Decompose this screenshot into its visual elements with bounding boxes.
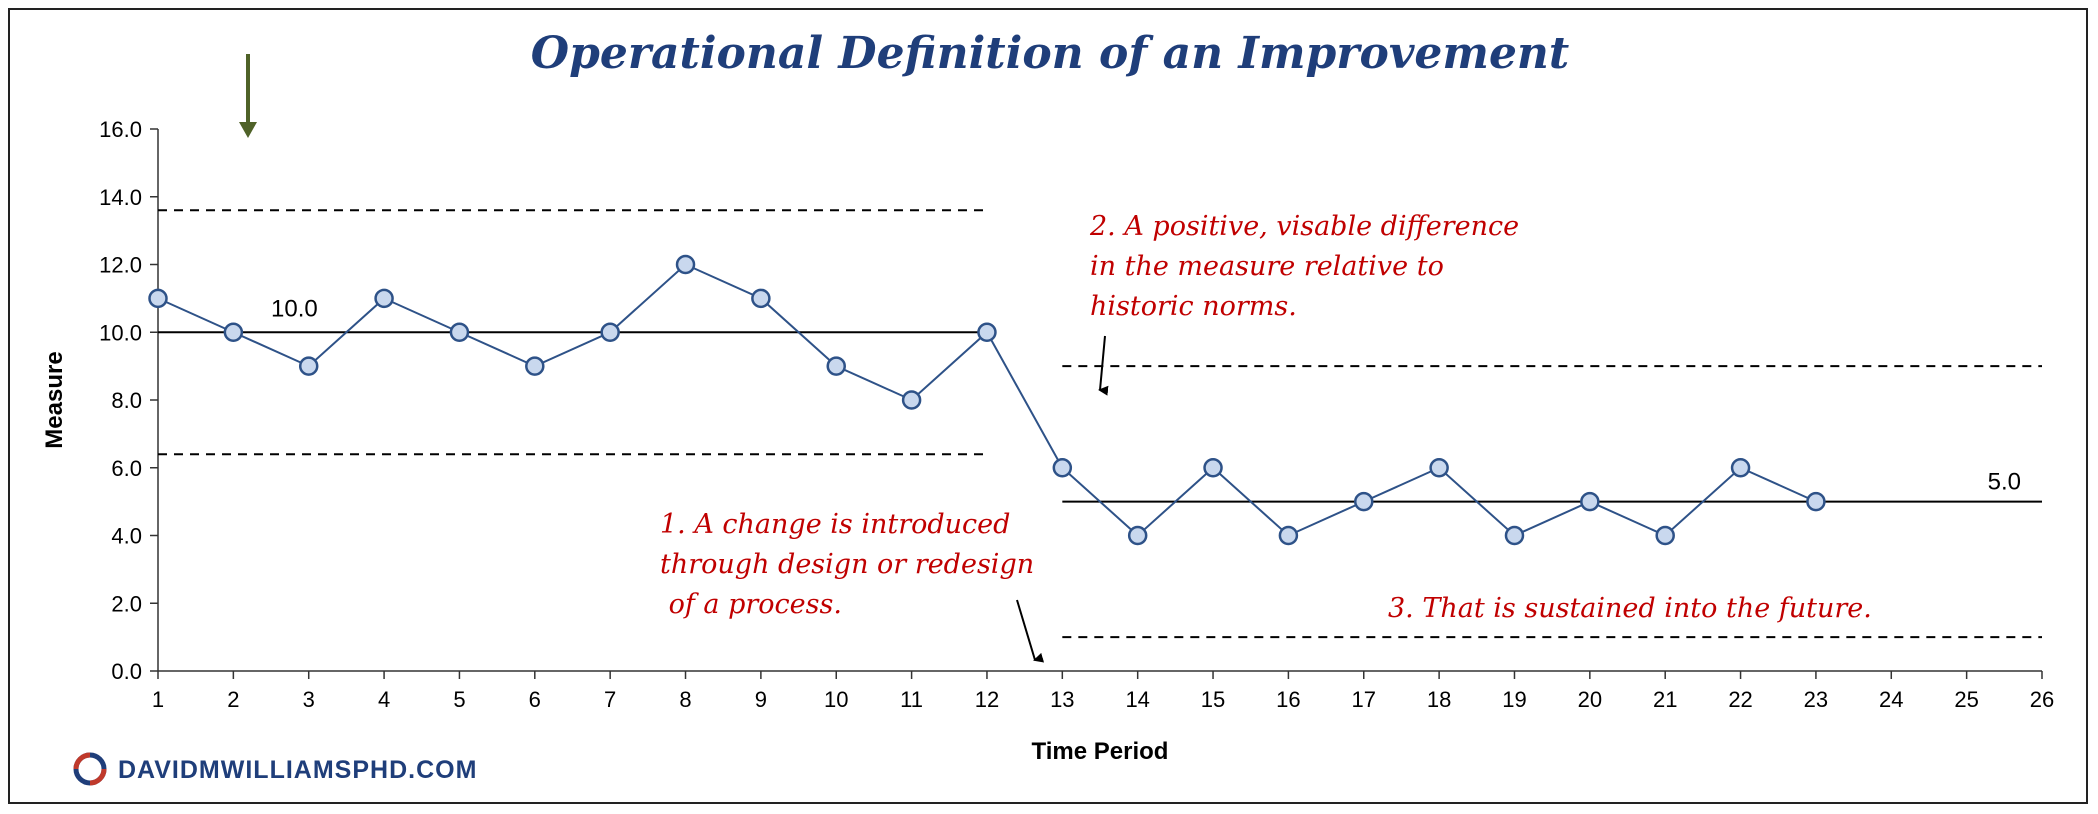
x-tick-label: 17 (1352, 687, 1376, 712)
x-tick-label: 25 (1954, 687, 1978, 712)
x-tick-label: 12 (975, 687, 999, 712)
chart-svg: Operational Definition of an Improvement… (41, 28, 2054, 786)
data-point (751, 288, 771, 309)
data-point (1655, 525, 1675, 546)
data-point (1354, 491, 1374, 512)
data-point (1052, 458, 1073, 478)
y-tick-label: 16.0 (99, 117, 142, 142)
reference-lines (158, 209, 2042, 639)
data-point (826, 356, 846, 376)
x-tick-label: 20 (1578, 687, 1602, 712)
x-tick-label: 8 (679, 687, 691, 712)
x-tick-label: 19 (1502, 687, 1526, 712)
chart-title: Operational Definition of an Improvement (531, 28, 1570, 79)
x-tick-label: 18 (1427, 687, 1451, 712)
x-tick-label: 15 (1201, 687, 1225, 712)
x-tick-label: 2 (227, 687, 239, 712)
x-tick-label: 9 (755, 687, 767, 712)
data-point (1127, 525, 1148, 546)
x-tick-label: 7 (604, 687, 616, 712)
y-axis-label: Measure (41, 351, 68, 448)
x-tick-label: 5 (453, 687, 465, 712)
x-tick-label: 23 (1804, 687, 1828, 712)
x-tick-label: 4 (378, 687, 390, 712)
x-axis-label: Time Period (1032, 738, 1169, 765)
x-tick-label: 14 (1125, 687, 1149, 712)
annotation-1-line-3: of a process. (660, 589, 842, 620)
data-point (1806, 491, 1826, 512)
data-point (1580, 491, 1600, 512)
data-point (298, 356, 319, 376)
annotation-1-line-1: 1. A change is introduced (660, 509, 1010, 540)
data-point (525, 356, 545, 376)
x-tick-label: 22 (1728, 687, 1752, 712)
data-point (600, 322, 620, 342)
data-point (977, 322, 997, 342)
annotation-2-line-1: 2. A positive, visable difference (1089, 211, 1519, 242)
data-point (1730, 458, 1751, 478)
mean-label-after: 5.0 (1988, 469, 2021, 496)
x-tick-label: 6 (529, 687, 541, 712)
x-tick-label: 1 (152, 687, 164, 712)
x-tick-label: 3 (303, 687, 315, 712)
annotation-2-line-3: historic norms. (1090, 291, 1297, 322)
x-tick-label: 21 (1653, 687, 1677, 712)
y-tick-label: 12.0 (99, 253, 142, 278)
mean-label-before: 10.0 (271, 295, 318, 322)
data-point (1203, 458, 1223, 478)
data-point (1278, 525, 1299, 546)
annotation-1-line-2: through design or redesign (660, 549, 1034, 580)
y-tick-label: 6.0 (111, 456, 142, 481)
data-point (374, 288, 394, 309)
data-point (1429, 458, 1449, 478)
data-point (223, 322, 244, 342)
data-point (901, 390, 922, 410)
swirl-logo-icon (73, 752, 107, 786)
data-series (148, 254, 1826, 546)
green-down-arrow-icon (239, 54, 257, 138)
annotation-2-arrow-icon (1098, 335, 1109, 396)
series-line (157, 263, 1817, 537)
x-tick-label: 11 (900, 687, 923, 712)
annotation-1-arrow-icon (1016, 599, 1045, 663)
brand-text: DAVIDMWILLIAMSPHD.COM (118, 756, 477, 784)
x-tick-label: 24 (1879, 687, 1903, 712)
x-tick-label: 16 (1276, 687, 1300, 712)
data-point (675, 254, 696, 275)
annotation-2-line-2: in the measure relative to (1090, 251, 1444, 282)
data-point (449, 322, 470, 342)
y-tick-label: 0.0 (111, 659, 142, 684)
data-point (148, 288, 168, 309)
annotation-3-line-1: 3. That is sustained into the future. (1388, 593, 1872, 624)
x-tick-label: 26 (2030, 687, 2054, 712)
y-tick-label: 2.0 (111, 591, 142, 616)
chart-frame: Operational Definition of an Improvement… (8, 8, 2088, 804)
y-tick-label: 8.0 (111, 388, 142, 413)
y-tick-label: 14.0 (99, 185, 142, 210)
axes: 0.02.04.06.08.010.012.014.016.01 2 3 4 5 6 7 8 9… (99, 117, 2054, 712)
x-tick-label: 13 (1050, 687, 1074, 712)
x-tick-label: 10 (824, 687, 848, 712)
data-point (1504, 525, 1525, 546)
y-tick-label: 4.0 (111, 524, 142, 549)
y-tick-label: 10.0 (99, 320, 142, 345)
